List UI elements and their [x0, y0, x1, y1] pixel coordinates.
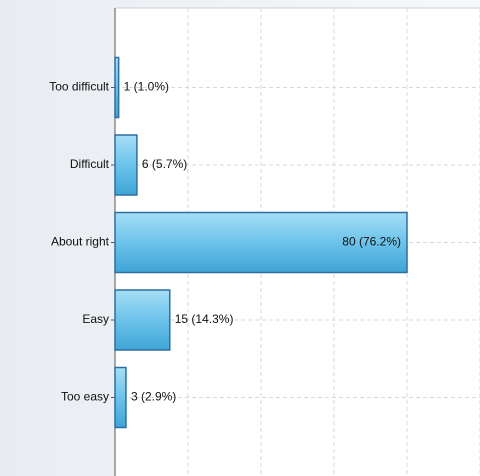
data-label: 80 (76.2%) — [342, 235, 401, 249]
data-label: 1 (1.0%) — [124, 80, 169, 94]
y-tick-label: Too easy — [61, 390, 109, 404]
y-tick-label: Difficult — [70, 157, 110, 171]
bar — [114, 366, 127, 429]
bar — [114, 289, 171, 351]
y-tick-label: Easy — [82, 312, 109, 326]
data-label: 6 (5.7%) — [142, 157, 187, 171]
y-tick-label: Too difficult — [49, 80, 109, 94]
bar — [114, 56, 120, 119]
data-label: 15 (14.3%) — [175, 312, 234, 326]
data-label: 3 (2.9%) — [131, 390, 176, 404]
bar — [114, 211, 408, 274]
y-tick-label: About right — [51, 235, 110, 249]
bar — [114, 134, 138, 196]
